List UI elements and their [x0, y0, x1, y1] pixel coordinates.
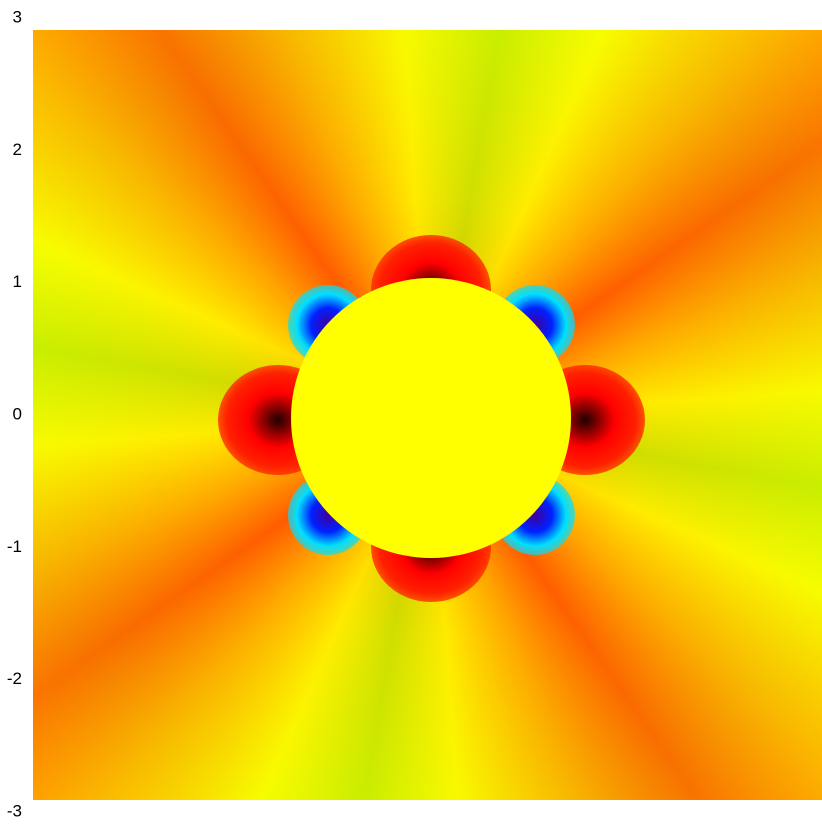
y-tick-label: 2 [13, 140, 22, 159]
y-tick-label: -1 [7, 537, 22, 556]
y-tick-label: -3 [7, 801, 22, 820]
y-tick-label: -2 [7, 669, 22, 688]
y-tick-label: 3 [13, 7, 22, 26]
center-disk [291, 278, 571, 558]
y-tick-label: 0 [13, 404, 22, 423]
plot-field [33, 30, 822, 800]
y-tick-label: 1 [13, 272, 22, 291]
